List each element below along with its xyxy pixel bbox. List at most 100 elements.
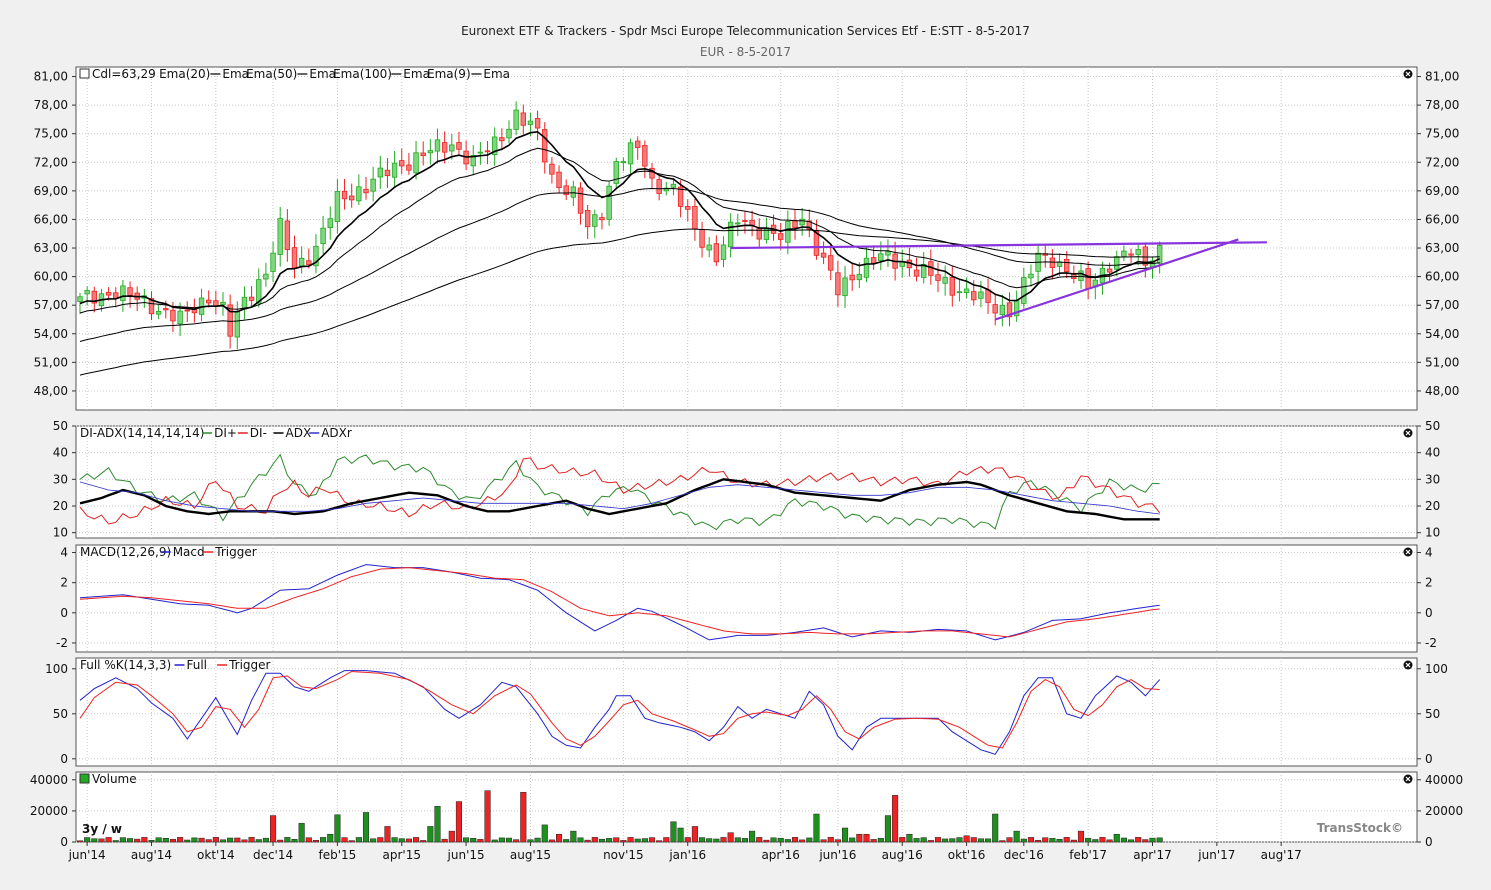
candle-body: [320, 227, 326, 245]
candle-body: [913, 269, 920, 277]
candle-body: [370, 178, 376, 192]
candle-body: [341, 190, 348, 200]
candle-body: [220, 301, 226, 306]
legend-item: Trigger: [228, 658, 270, 672]
candle-body: [1064, 259, 1070, 272]
candle-body: [999, 304, 1006, 316]
volume-bar: [856, 833, 863, 843]
candle-body: [620, 161, 627, 164]
axes-layer: [72, 76, 1421, 846]
close-icon-x: [1405, 776, 1411, 782]
volume-bar: [1099, 837, 1106, 843]
ytick-label-left: 10: [53, 526, 68, 540]
candle-body: [177, 310, 183, 325]
ytick-label-left: 0: [60, 606, 68, 620]
volume-bar: [84, 837, 91, 843]
volume-bar: [563, 839, 570, 843]
candle-body: [713, 243, 720, 263]
volume-bar: [420, 840, 427, 843]
volume-bar: [734, 837, 741, 843]
legend-item: Trigger: [214, 545, 256, 559]
volume-bar: [999, 840, 1006, 843]
volume-bar: [1113, 833, 1120, 843]
candle-body: [184, 309, 190, 312]
candle-body: [785, 221, 791, 243]
ytick-label-right: 2: [1425, 576, 1433, 590]
volume-bar: [1035, 840, 1042, 843]
candle-body: [434, 139, 441, 152]
candle-body: [84, 290, 90, 295]
volume-bar: [784, 839, 791, 843]
ytick-label-right: 63,00: [1425, 241, 1459, 255]
candle-body: [606, 185, 612, 220]
candle-body: [627, 142, 634, 165]
candle-body: [584, 210, 591, 228]
volume-bar: [598, 838, 606, 843]
legend-item: DI-ADX(14,14,14,14): [80, 426, 204, 440]
ytick-label-left: 75,00: [34, 127, 68, 141]
volume-bar: [934, 837, 942, 843]
panel-price: [75, 66, 1418, 411]
volume-bar: [498, 837, 505, 843]
legend-item: Ema: [483, 67, 510, 81]
volume-bar: [1135, 837, 1142, 843]
ytick-label-right: 78,00: [1425, 98, 1459, 112]
volume-bar: [720, 837, 727, 843]
candle-body: [778, 233, 784, 240]
volume-bar: [1013, 830, 1020, 843]
volume-bar: [334, 814, 341, 843]
ytick-label-right: 40: [1425, 446, 1440, 460]
ytick-label-right: 75,00: [1425, 127, 1459, 141]
ytick-label-right: 0: [1425, 606, 1433, 620]
candle-body: [313, 245, 319, 267]
volume-bar: [927, 840, 934, 843]
volume-bar: [227, 837, 234, 843]
candle-body: [1114, 256, 1120, 270]
volume-bar: [341, 837, 348, 843]
candle-body: [921, 263, 927, 278]
xtick-label: jan'16: [668, 848, 706, 862]
volume-bar: [169, 839, 176, 843]
ytick-label-left: 78,00: [34, 98, 68, 112]
volume-bar: [884, 815, 892, 843]
close-icon-x: [1405, 662, 1411, 668]
volume-bar: [1149, 837, 1156, 843]
volume-bar: [670, 821, 677, 843]
volume-bar: [827, 837, 834, 843]
candle-body: [635, 140, 641, 148]
volume-bar: [613, 837, 620, 843]
volume-bar: [327, 833, 334, 843]
candle-body: [91, 290, 97, 304]
volume-bar: [277, 839, 284, 843]
candle-body: [506, 128, 512, 139]
volume-bar: [648, 837, 656, 843]
candle-body: [856, 274, 863, 281]
legend-item: MACD(12,26,9): [80, 545, 171, 559]
volume-bar: [713, 838, 720, 843]
close-icon-x: [1405, 549, 1411, 555]
volume-bar: [820, 839, 827, 843]
candle-body: [599, 217, 605, 221]
candle-body: [1028, 273, 1034, 279]
candle-body: [842, 277, 848, 297]
candle-body: [885, 251, 891, 256]
volume-bar: [899, 837, 906, 843]
volume-bar: [162, 838, 169, 843]
ytick-label-left: 50: [53, 707, 68, 721]
ytick-label-right: 81,00: [1425, 70, 1459, 84]
candle-body: [992, 304, 998, 314]
volume-bar: [127, 838, 134, 843]
volume-bar: [177, 837, 184, 843]
volume-bar: [777, 837, 784, 843]
volume-bar: [298, 823, 305, 843]
volume-bar: [906, 833, 913, 843]
volume-bar: [305, 837, 312, 843]
candle-body: [384, 169, 391, 177]
xtick-label: dec'16: [1004, 848, 1044, 862]
xtick-label: aug'16: [882, 848, 923, 862]
volume-bar: [699, 837, 706, 843]
series-macd-macd: [79, 564, 1160, 641]
volume-bar: [270, 815, 277, 843]
volume-bar: [727, 832, 734, 843]
volume-bar: [1092, 839, 1099, 843]
